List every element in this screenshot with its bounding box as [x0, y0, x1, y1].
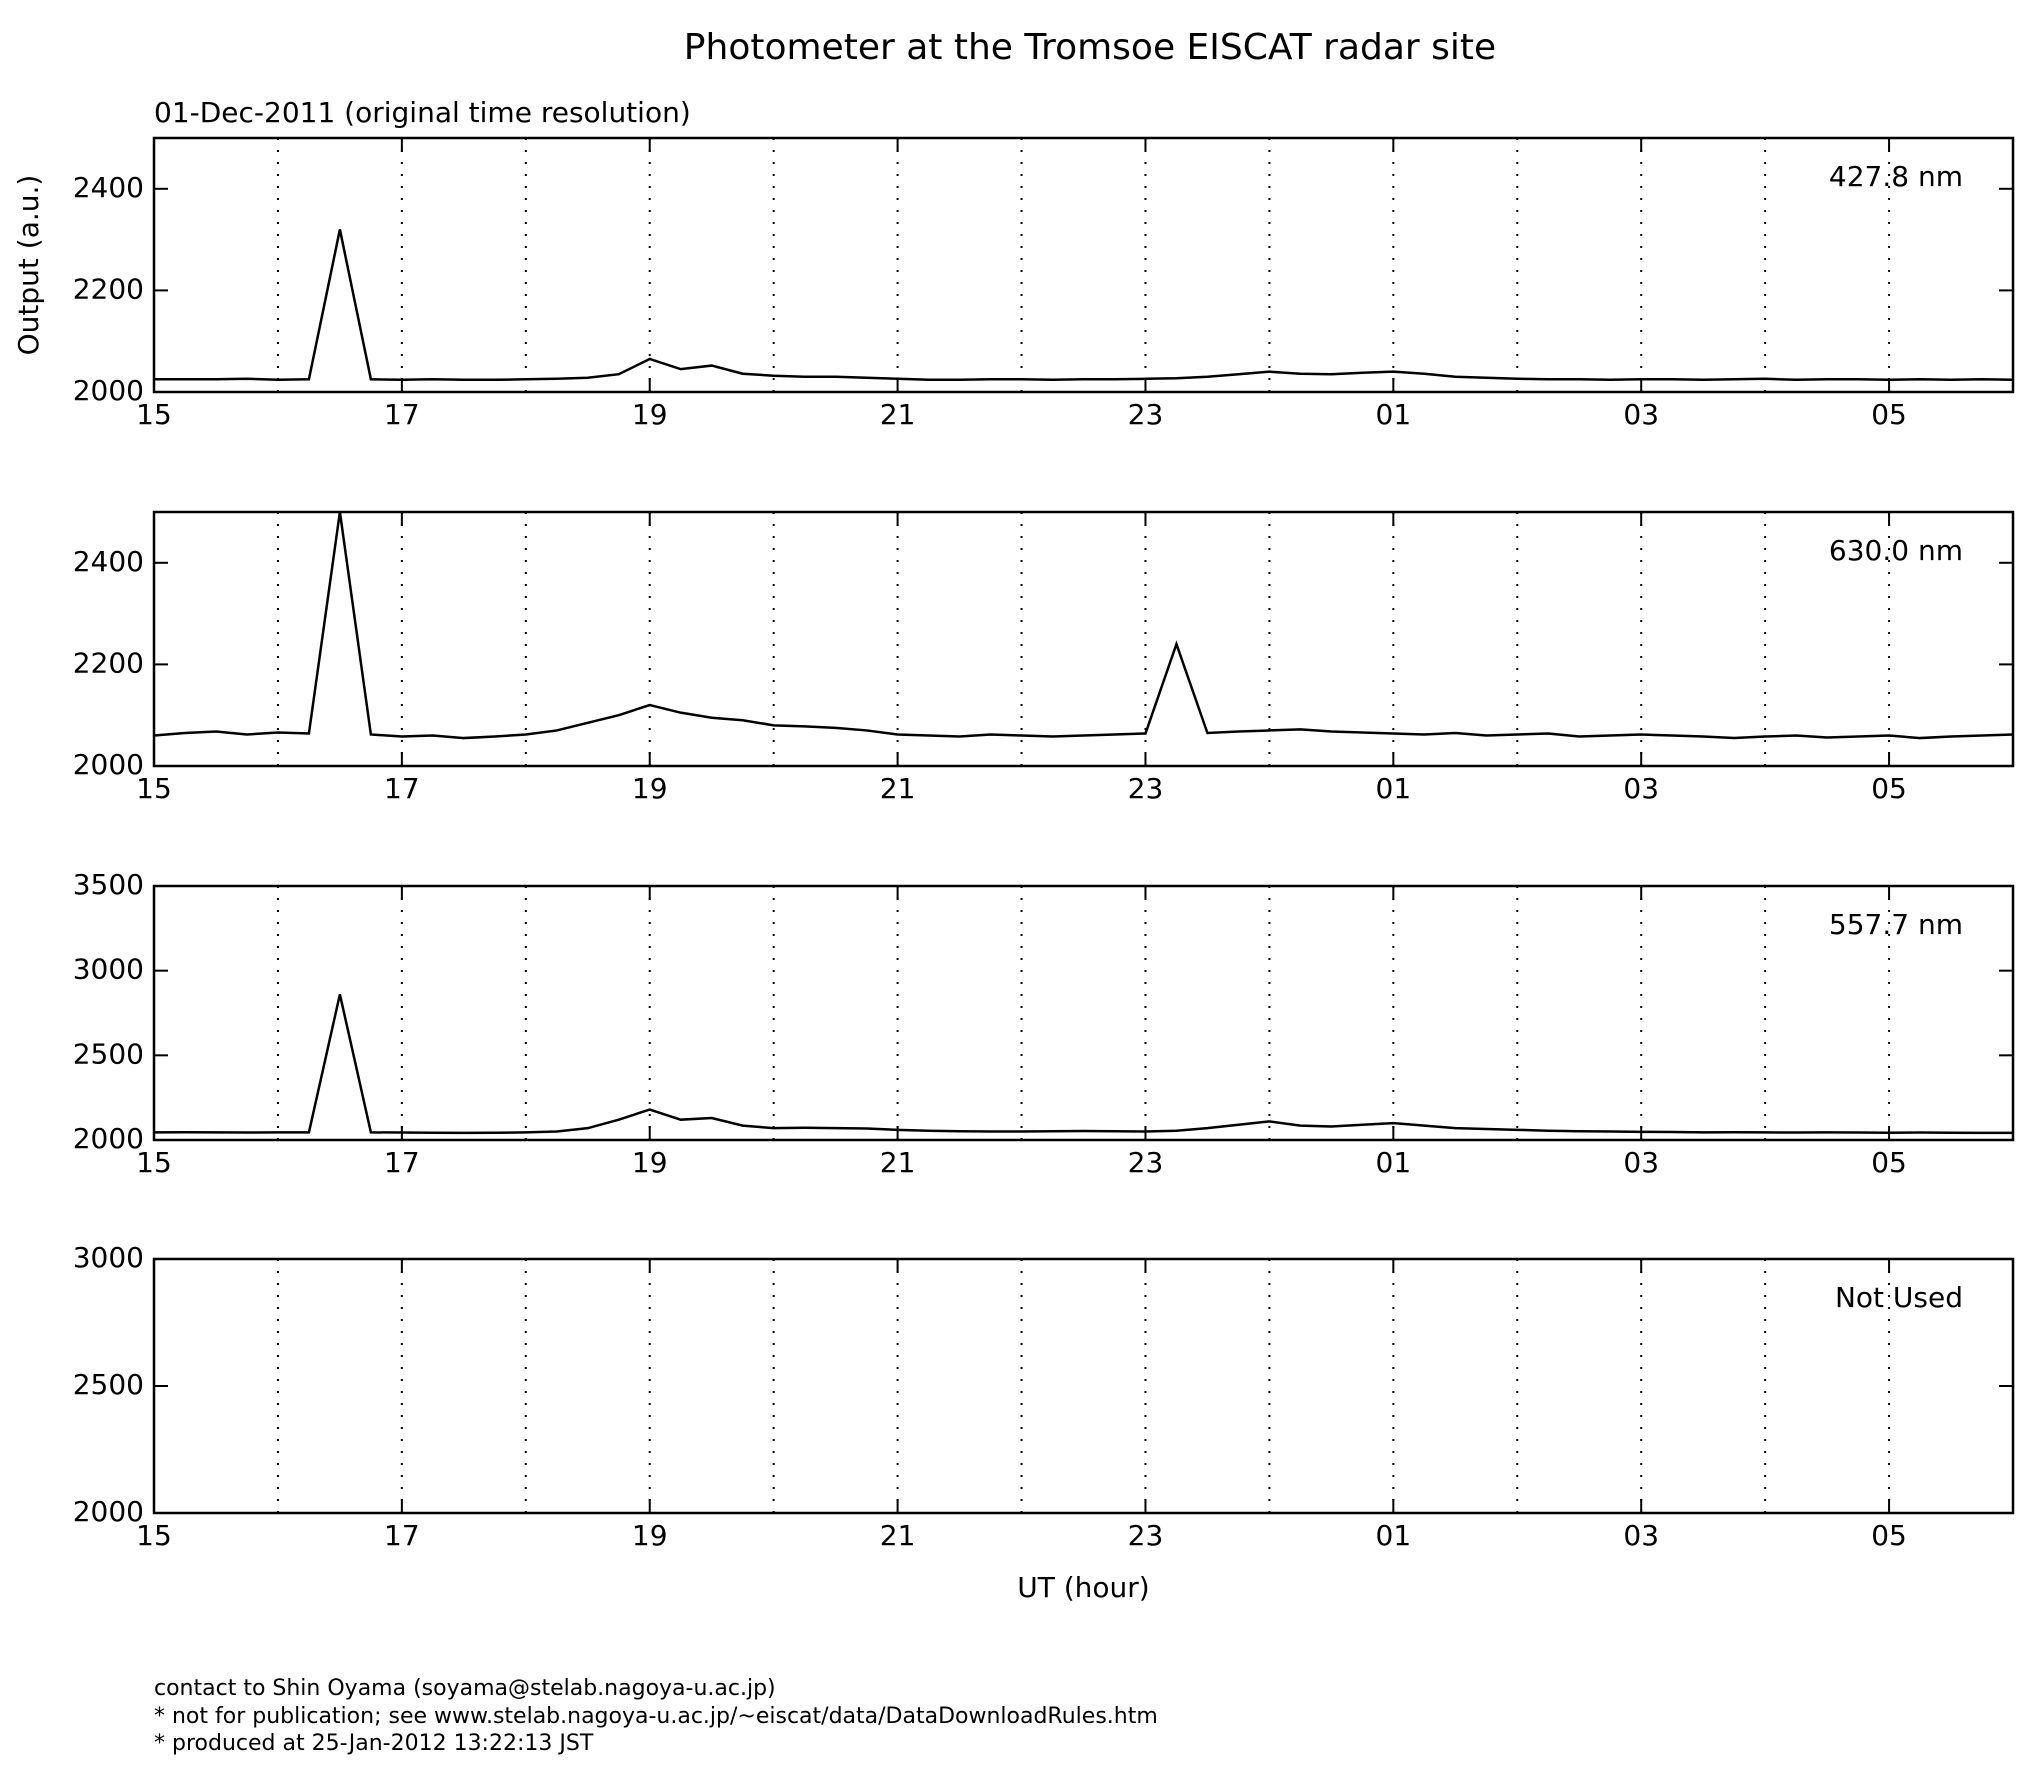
x-tick-label: 05 — [1871, 1146, 1907, 1179]
x-tick-label: 01 — [1376, 772, 1412, 805]
x-tick-label: 01 — [1376, 1519, 1412, 1552]
x-tick-label: 21 — [880, 1146, 916, 1179]
footer-line: * produced at 25-Jan-2012 13:22:13 JST — [154, 1731, 594, 1756]
x-tick-label: 19 — [632, 1519, 668, 1552]
y-tick-label: 2500 — [73, 1037, 144, 1070]
y-tick-label: 2200 — [73, 272, 144, 305]
y-tick-label: 2000 — [73, 1495, 144, 1528]
data-line — [153, 511, 2014, 740]
x-tick-label: 01 — [1376, 398, 1412, 431]
data-line — [154, 229, 2014, 382]
x-tick-label: 05 — [1871, 1519, 1907, 1552]
x-tick-label: 05 — [1871, 398, 1907, 431]
x-tick-label: 19 — [632, 1146, 668, 1179]
footer-line: * not for publication; see www.stelab.na… — [154, 1704, 1158, 1729]
x-tick-label: 01 — [1376, 1146, 1412, 1179]
plot-frame — [152, 136, 2015, 394]
y-tick-label: 2000 — [73, 748, 144, 781]
x-tick-label: 21 — [880, 1519, 916, 1552]
x-axis-label: UT (hour) — [1017, 1571, 1149, 1604]
y-tick-label: 3000 — [73, 1241, 144, 1274]
x-tick-label: 21 — [880, 772, 916, 805]
plot-frame — [152, 510, 2015, 768]
y-tick-label: 2000 — [73, 1122, 144, 1155]
x-tick-label: 03 — [1623, 1519, 1659, 1552]
x-tick-label: 15 — [136, 1519, 172, 1552]
y-tick-label: 2000 — [73, 374, 144, 407]
y-tick-label: 2200 — [73, 646, 144, 679]
x-tick-label: 15 — [136, 398, 172, 431]
x-tick-label: 17 — [384, 772, 420, 805]
x-tick-label: 19 — [632, 398, 668, 431]
y-axis-label: Output (a.u.) — [12, 175, 45, 356]
y-tick-label: 2500 — [73, 1368, 144, 1401]
x-tick-label: 21 — [880, 398, 916, 431]
y-tick-label: 2400 — [73, 545, 144, 578]
x-tick-label: 19 — [632, 772, 668, 805]
x-tick-label: 17 — [384, 398, 420, 431]
chart-title: Photometer at the Tromsoe EISCAT radar s… — [684, 27, 1496, 68]
series-label: 630.0 nm — [1829, 534, 1963, 567]
subtitle: 01-Dec-2011 (original time resolution) — [154, 96, 691, 129]
x-tick-label: 23 — [1128, 1146, 1164, 1179]
x-tick-label: 17 — [384, 1519, 420, 1552]
y-tick-label: 3500 — [73, 868, 144, 901]
y-tick-label: 3000 — [73, 953, 144, 986]
x-tick-label: 15 — [136, 772, 172, 805]
annotation: Not Used — [1835, 1281, 1963, 1314]
x-tick-label: 03 — [1623, 398, 1659, 431]
x-tick-label: 03 — [1623, 1146, 1659, 1179]
x-tick-label: 23 — [1128, 1519, 1164, 1552]
x-tick-label: 15 — [136, 1146, 172, 1179]
series-label: 427.8 nm — [1829, 160, 1963, 193]
plot-frame — [152, 1257, 2015, 1515]
x-tick-label: 03 — [1623, 772, 1659, 805]
x-tick-label: 23 — [1128, 398, 1164, 431]
x-tick-label: 17 — [384, 1146, 420, 1179]
x-tick-label: 23 — [1128, 772, 1164, 805]
footer-line: contact to Shin Oyama (soyama@stelab.nag… — [154, 1676, 776, 1701]
x-tick-label: 05 — [1871, 772, 1907, 805]
y-tick-label: 2400 — [73, 171, 144, 204]
plot-frame — [152, 884, 2015, 1142]
series-label: 557.7 nm — [1829, 908, 1963, 941]
data-line — [153, 994, 2013, 1135]
